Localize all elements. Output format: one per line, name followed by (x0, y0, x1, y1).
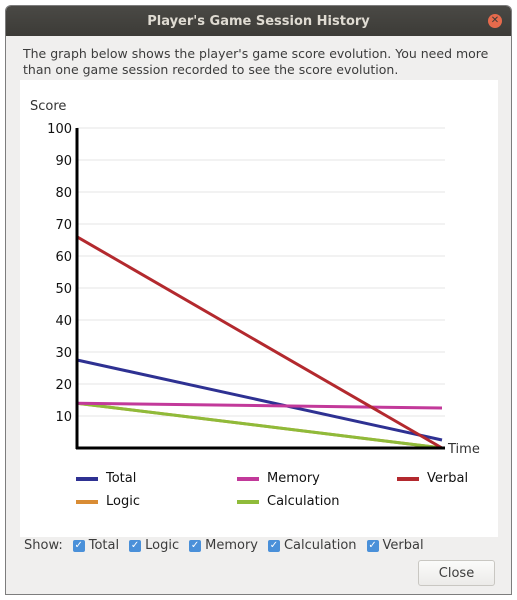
legend-total: Total (76, 471, 136, 486)
chart-panel: Score Time 10 20 30 40 50 60 70 80 90 100 Total M… (20, 80, 498, 537)
show-logic-checkbox[interactable]: ✓ Logic (129, 538, 179, 553)
y-tick-label: 70 (55, 218, 72, 233)
show-label: Show: (24, 538, 63, 553)
legend-swatch-calculation (237, 499, 259, 504)
legend-swatch-memory (237, 476, 259, 481)
legend-label-calculation: Calculation (267, 494, 340, 509)
checkbox-check-icon: ✓ (366, 539, 379, 552)
window-title: Player's Game Session History (147, 13, 370, 29)
series-line-memory (76, 401, 443, 410)
show-verbal-checkbox[interactable]: ✓ Verbal (366, 538, 424, 553)
legend-calculation: Calculation (237, 494, 340, 509)
legend-logic: Logic (76, 494, 140, 509)
legend-label-memory: Memory (267, 471, 320, 486)
score-chart: Score Time 10 20 30 40 50 60 70 80 90 100 (30, 99, 480, 457)
series-line-total (76, 358, 443, 442)
legend-swatch-total (76, 476, 98, 481)
checkbox-check-icon: ✓ (267, 539, 280, 552)
close-button[interactable]: Close (418, 560, 495, 586)
show-memory-label: Memory (205, 538, 258, 553)
legend-label-logic: Logic (106, 494, 140, 509)
x-axis-label: Time (447, 442, 480, 457)
show-total-label: Total (88, 538, 120, 553)
show-calculation-checkbox[interactable]: ✓ Calculation (267, 538, 357, 553)
y-axis-label: Score (30, 99, 66, 114)
legend-swatch-verbal (397, 476, 419, 481)
title-bar: Player's Game Session History ✕ (6, 6, 511, 36)
legend-label-verbal: Verbal (427, 471, 469, 486)
checkbox-check-icon: ✓ (129, 539, 142, 552)
show-total-checkbox[interactable]: ✓ Total (72, 538, 120, 553)
show-verbal-label: Verbal (382, 538, 424, 553)
y-tick-label: 100 (47, 122, 72, 137)
dialog-window: Player's Game Session History ✕ The grap… (5, 5, 512, 595)
description-text: The graph below shows the player's game … (23, 46, 489, 77)
y-tick-label: 60 (55, 250, 72, 265)
show-calculation-label: Calculation (283, 538, 357, 553)
close-window-icon[interactable]: ✕ (488, 14, 502, 28)
show-logic-label: Logic (145, 538, 180, 553)
series-line-verbal (76, 235, 443, 450)
legend-swatch-logic (76, 499, 98, 504)
y-tick-label: 50 (55, 282, 72, 297)
legend-memory: Memory (237, 471, 320, 486)
checkbox-check-icon: ✓ (189, 539, 202, 552)
y-tick-label: 40 (55, 314, 72, 329)
y-tick-label: 20 (55, 378, 72, 393)
show-filter-bar: Show: ✓ Total ✓ Logic ✓ Memory ✓ Calculation… (24, 538, 424, 553)
checkbox-check-icon: ✓ (72, 539, 85, 552)
legend-verbal: Verbal (397, 471, 468, 486)
y-tick-label: 80 (55, 186, 72, 201)
series-line-calculation (76, 401, 443, 450)
y-tick-label: 90 (55, 154, 72, 169)
legend-label-total: Total (106, 471, 137, 486)
y-tick-label: 30 (55, 346, 72, 361)
y-tick-label: 10 (55, 410, 72, 425)
show-memory-checkbox[interactable]: ✓ Memory (189, 538, 258, 553)
